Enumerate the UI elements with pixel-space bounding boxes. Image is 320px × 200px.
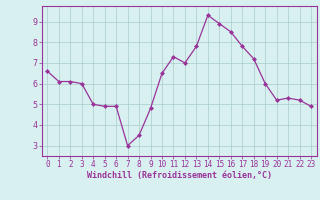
X-axis label: Windchill (Refroidissement éolien,°C): Windchill (Refroidissement éolien,°C) bbox=[87, 171, 272, 180]
